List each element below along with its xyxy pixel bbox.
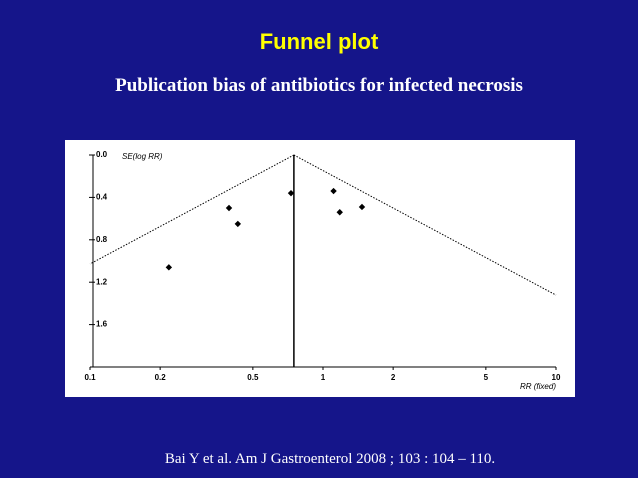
study-point: [358, 203, 366, 211]
x-tick-label: 0.1: [84, 373, 96, 382]
study-point: [330, 187, 337, 195]
y-tick-label: 0.4: [96, 193, 108, 202]
y-tick-label: 0.0: [96, 150, 108, 159]
slide-title: Funnel plot: [260, 29, 379, 54]
study-point: [336, 209, 343, 216]
y-tick-label: 1.2: [96, 277, 108, 286]
study-point: [225, 204, 233, 212]
y-tick-label: 0.8: [96, 235, 108, 244]
x-tick-label: 2: [391, 373, 396, 382]
slide-subtitle: Publication bias of antibiotics for infe…: [115, 75, 523, 96]
study-point: [287, 189, 295, 197]
x-tick-label: 5: [484, 373, 489, 382]
study-point: [165, 264, 173, 271]
x-tick-label: 10: [552, 373, 561, 382]
y-tick-label: 1.6: [96, 320, 108, 329]
funnel-limit: [89, 154, 295, 265]
study-point: [234, 220, 242, 228]
citation: Bai Y et al. Am J Gastroenterol 2008 ; 1…: [165, 451, 495, 467]
chart-panel: [65, 140, 575, 397]
x-tick-label: 0.2: [155, 373, 167, 382]
x-axis-label: RR (fixed): [520, 382, 556, 391]
x-tick-label: 0.5: [247, 373, 259, 382]
y-axis-label: SE(log RR): [122, 152, 163, 161]
x-tick-label: 1: [321, 373, 326, 382]
